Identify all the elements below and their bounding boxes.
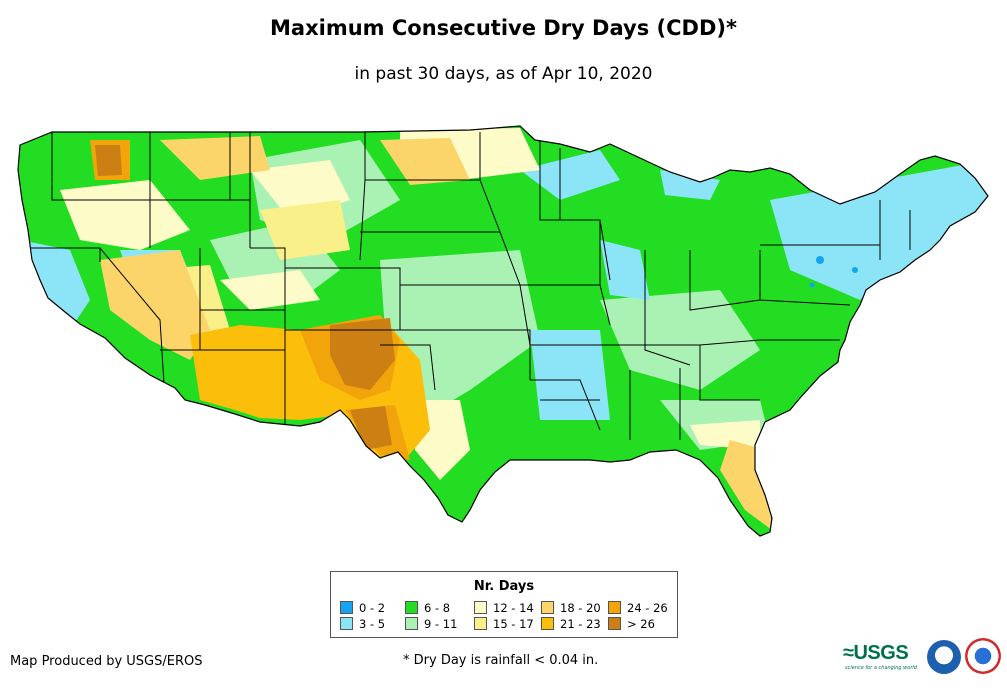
legend-label: 9 - 11 (424, 617, 458, 631)
legend-item: 21 - 23 (541, 617, 601, 631)
legend-swatch (405, 601, 418, 614)
legend-swatch (340, 601, 353, 614)
legend-label: 18 - 20 (560, 601, 601, 615)
legend-item: 24 - 26 (608, 601, 668, 615)
legend-swatch (474, 601, 487, 614)
legend-item: 15 - 17 (474, 617, 534, 631)
legend-label: 15 - 17 (493, 617, 534, 631)
legend-label: 6 - 8 (424, 601, 451, 615)
map-title: Maximum Consecutive Dry Days (CDD)* (270, 16, 737, 40)
legend-label: 0 - 2 (359, 601, 386, 615)
agency-logos: ≈USGS science for a changing world (843, 638, 1003, 678)
map-subtitle: in past 30 days, as of Apr 10, 2020 (354, 64, 653, 84)
map-credit: Map Produced by USGS/EROS (10, 654, 203, 669)
legend-swatch (340, 617, 353, 630)
legend-swatch (474, 617, 487, 630)
legend-item: 18 - 20 (541, 601, 601, 615)
legend-title: Nr. Days (473, 579, 535, 594)
legend-label: > 26 (627, 617, 655, 631)
legend-swatch (541, 617, 554, 630)
legend-label: 3 - 5 (359, 617, 386, 631)
usgs-logo: ≈USGS (843, 642, 909, 664)
usgs-tagline: science for a changing world (845, 665, 917, 671)
legend-item: 3 - 5 (340, 617, 385, 631)
legend-label: 21 - 23 (560, 617, 601, 631)
nws-logo (965, 638, 1001, 674)
noaa-logo (927, 640, 961, 674)
dry-day-footnote: * Dry Day is rainfall < 0.04 in. (403, 653, 599, 668)
legend-swatch (608, 601, 621, 614)
map-legend: Nr. Days 0 - 2 3 - 5 6 - 8 9 - 11 12 - 14 15 … (330, 571, 678, 638)
legend-label: 12 - 14 (493, 601, 534, 615)
legend-item: 9 - 11 (405, 617, 457, 631)
legend-item: 0 - 2 (340, 601, 385, 615)
us-cdd-map (17, 125, 989, 537)
legend-swatch (405, 617, 418, 630)
legend-item: 12 - 14 (474, 601, 534, 615)
legend-label: 24 - 26 (627, 601, 668, 615)
legend-swatch (541, 601, 554, 614)
legend-item: > 26 (608, 617, 655, 631)
legend-item: 6 - 8 (405, 601, 450, 615)
legend-swatch (608, 617, 621, 630)
